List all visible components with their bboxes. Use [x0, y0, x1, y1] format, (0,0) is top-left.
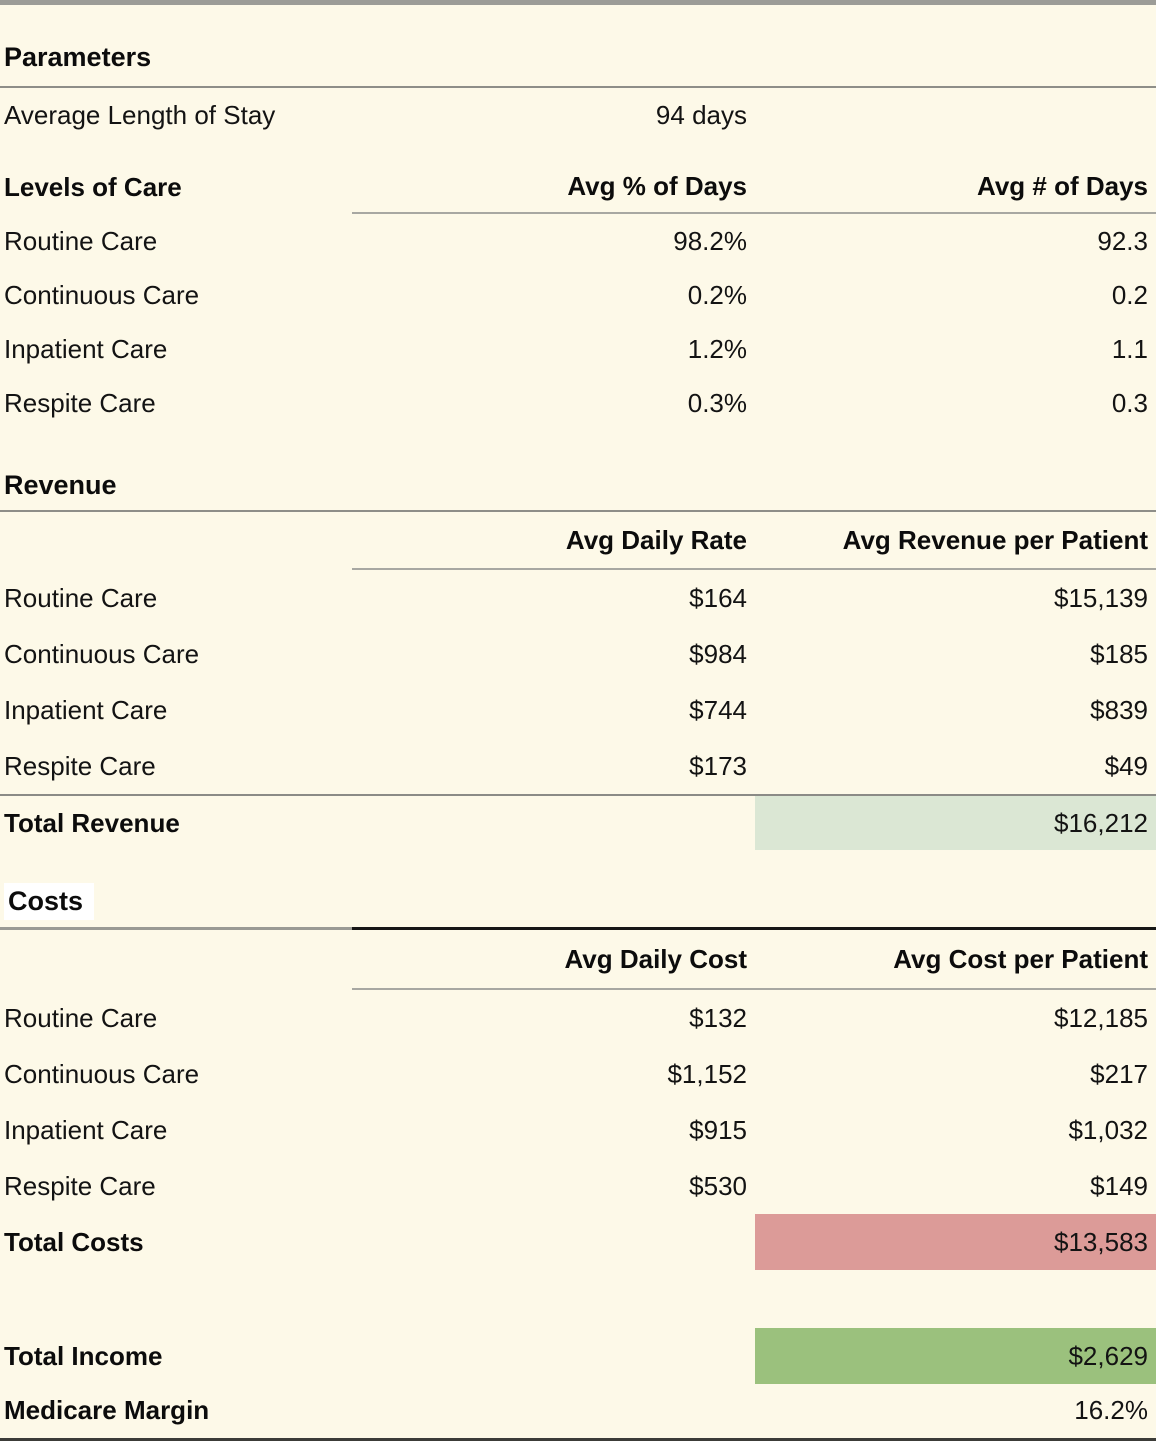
avg-length-of-stay-row: Average Length of Stay 94 days	[0, 88, 1156, 142]
avg-cost-per-patient-header[interactable]: Avg Cost per Patient	[893, 943, 1148, 974]
pct-days-value[interactable]: 98.2%	[673, 225, 747, 256]
section-title-costs[interactable]: Costs	[0, 876, 1156, 927]
care-level-label[interactable]: Continuous Care	[4, 279, 200, 310]
levels-of-care-header[interactable]: Levels of Care	[4, 171, 182, 202]
section-title-parameters[interactable]: Parameters	[0, 5, 1156, 88]
total-revenue-label[interactable]: Total Revenue	[4, 807, 180, 838]
table-row: Inpatient Care $744 $839	[0, 682, 1156, 738]
total-income-row: Total Income $2,629	[0, 1328, 1156, 1384]
spacer	[0, 430, 1156, 460]
care-level-label[interactable]: Inpatient Care	[4, 333, 168, 364]
total-revenue-value-cell[interactable]: $16,212	[755, 796, 1156, 850]
total-costs-value: $13,583	[1054, 1226, 1148, 1257]
table-row: Respite Care $530 $149	[0, 1158, 1156, 1214]
total-income-value: $2,629	[1068, 1340, 1148, 1371]
total-costs-label[interactable]: Total Costs	[4, 1226, 144, 1257]
revenue-per-patient-value[interactable]: $49	[1104, 750, 1148, 781]
avg-num-days-header[interactable]: Avg # of Days	[977, 170, 1148, 201]
table-row: Routine Care $132 $12,185	[0, 990, 1156, 1046]
total-revenue-row: Total Revenue $16,212	[0, 794, 1156, 850]
avg-daily-cost-header[interactable]: Avg Daily Cost	[564, 943, 747, 974]
revenue-per-patient-value[interactable]: $185	[1090, 638, 1148, 669]
total-income-value-cell[interactable]: $2,629	[755, 1328, 1156, 1384]
parameters-title-text: Parameters	[4, 42, 152, 72]
table-row: Continuous Care $1,152 $217	[0, 1046, 1156, 1102]
daily-rate-value[interactable]: $984	[689, 638, 747, 669]
top-border-bar	[0, 0, 1156, 5]
care-level-label[interactable]: Continuous Care	[4, 1058, 200, 1089]
cost-per-patient-value[interactable]: $1,032	[1068, 1114, 1148, 1145]
table-row: Routine Care $164 $15,139	[0, 570, 1156, 626]
medicare-margin-row: Medicare Margin 16.2%	[0, 1384, 1156, 1436]
avg-length-of-stay-value[interactable]: 94 days	[655, 99, 747, 130]
avg-pct-days-header[interactable]: Avg % of Days	[567, 170, 747, 201]
costs-divider-line	[0, 927, 1156, 930]
table-row: Inpatient Care 1.2% 1.1	[0, 322, 1156, 376]
care-level-label[interactable]: Continuous Care	[4, 638, 200, 669]
total-costs-row: Total Costs $13,583	[0, 1214, 1156, 1270]
avg-daily-rate-header[interactable]: Avg Daily Rate	[565, 524, 747, 555]
care-level-label[interactable]: Respite Care	[4, 387, 156, 418]
daily-cost-value[interactable]: $132	[689, 1002, 747, 1033]
daily-rate-value[interactable]: $164	[689, 582, 747, 613]
daily-cost-value[interactable]: $530	[689, 1170, 747, 1201]
costs-header-row: Avg Daily Cost Avg Cost per Patient	[0, 930, 1156, 990]
pct-days-value[interactable]: 1.2%	[687, 333, 747, 364]
spacer	[0, 1270, 1156, 1328]
daily-cost-value[interactable]: $915	[689, 1114, 747, 1145]
avg-length-of-stay-label[interactable]: Average Length of Stay	[4, 99, 276, 130]
num-days-value[interactable]: 0.3	[1111, 387, 1148, 418]
medicare-margin-label[interactable]: Medicare Margin	[4, 1394, 210, 1425]
care-level-label[interactable]: Routine Care	[4, 225, 158, 256]
cost-per-patient-value[interactable]: $149	[1090, 1170, 1148, 1201]
care-level-label[interactable]: Respite Care	[4, 1170, 156, 1201]
daily-rate-value[interactable]: $744	[689, 694, 747, 725]
revenue-per-patient-value[interactable]: $15,139	[1054, 582, 1148, 613]
num-days-value[interactable]: 0.2	[1111, 279, 1148, 310]
bottom-border-bar	[0, 1438, 1156, 1441]
table-row: Continuous Care $984 $185	[0, 626, 1156, 682]
num-days-value[interactable]: 1.1	[1111, 333, 1148, 364]
num-days-value[interactable]: 92.3	[1097, 225, 1148, 256]
table-row: Respite Care 0.3% 0.3	[0, 376, 1156, 430]
daily-rate-value[interactable]: $173	[689, 750, 747, 781]
pct-days-value[interactable]: 0.3%	[687, 387, 747, 418]
table-row: Inpatient Care $915 $1,032	[0, 1102, 1156, 1158]
section-title-revenue[interactable]: Revenue	[0, 460, 1156, 512]
revenue-header-row: Avg Daily Rate Avg Revenue per Patient	[0, 512, 1156, 570]
spacer	[0, 850, 1156, 876]
table-row: Respite Care $173 $49	[0, 738, 1156, 794]
total-revenue-value: $16,212	[1054, 807, 1148, 838]
table-row: Continuous Care 0.2% 0.2	[0, 268, 1156, 322]
total-costs-value-cell[interactable]: $13,583	[755, 1214, 1156, 1270]
revenue-per-patient-value[interactable]: $839	[1090, 694, 1148, 725]
table-row: Routine Care 98.2% 92.3	[0, 214, 1156, 268]
cost-per-patient-value[interactable]: $12,185	[1054, 1002, 1148, 1033]
care-level-label[interactable]: Routine Care	[4, 582, 158, 613]
care-level-label[interactable]: Routine Care	[4, 1002, 158, 1033]
spacer	[0, 142, 1156, 160]
costs-title-text: Costs	[4, 883, 95, 920]
pct-days-value[interactable]: 0.2%	[687, 279, 747, 310]
revenue-title-text: Revenue	[4, 469, 117, 500]
avg-revenue-per-patient-header[interactable]: Avg Revenue per Patient	[842, 524, 1148, 555]
levels-of-care-header-row: Levels of Care Avg % of Days Avg # of Da…	[0, 160, 1156, 214]
care-level-label[interactable]: Inpatient Care	[4, 694, 168, 725]
total-income-label[interactable]: Total Income	[4, 1340, 163, 1371]
cost-per-patient-value[interactable]: $217	[1090, 1058, 1148, 1089]
care-level-label[interactable]: Respite Care	[4, 750, 156, 781]
daily-cost-value[interactable]: $1,152	[667, 1058, 747, 1089]
medicare-margin-value[interactable]: 16.2%	[1074, 1394, 1148, 1425]
care-level-label[interactable]: Inpatient Care	[4, 1114, 168, 1145]
